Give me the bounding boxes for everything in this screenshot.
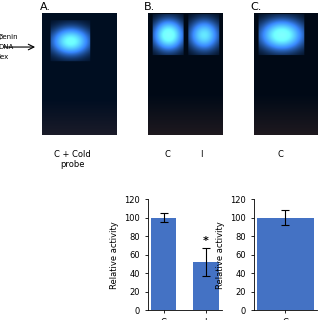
Text: B.: B. <box>144 2 155 12</box>
Text: βenin: βenin <box>0 34 18 40</box>
Text: DNA: DNA <box>0 44 14 50</box>
Text: C + Cold
probe: C + Cold probe <box>54 150 91 169</box>
Bar <box>193 262 219 310</box>
Text: C.: C. <box>251 2 262 12</box>
Text: C: C <box>277 150 283 159</box>
Text: lex: lex <box>0 54 9 60</box>
Text: A.: A. <box>40 2 51 12</box>
Text: C: C <box>165 150 171 159</box>
Bar <box>257 218 314 310</box>
Y-axis label: Relative activity: Relative activity <box>110 221 119 289</box>
Text: I: I <box>201 150 203 159</box>
Y-axis label: Relative activity: Relative activity <box>216 221 225 289</box>
Bar <box>151 218 176 310</box>
Text: *: * <box>203 236 209 245</box>
